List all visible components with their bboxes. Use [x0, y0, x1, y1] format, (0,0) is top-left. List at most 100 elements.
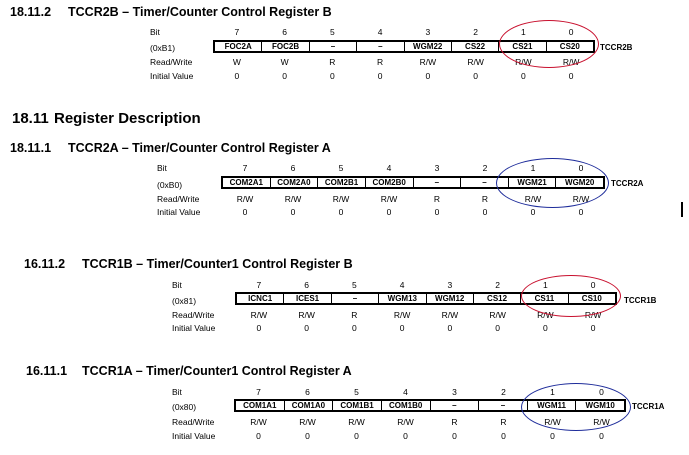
- row-value: 2: [482, 163, 488, 173]
- row-value: 0: [590, 323, 596, 333]
- bit-cell: ICNC1: [237, 294, 285, 303]
- highlight-ellipse-red: [499, 20, 599, 68]
- register-description-heading: 18.11 Register Description: [12, 110, 201, 127]
- bit-cell: FOC2A: [215, 42, 263, 51]
- row-value: 3: [425, 27, 431, 37]
- row-value: R/W: [489, 310, 506, 320]
- row-value: 0: [256, 323, 262, 333]
- row-value: 7: [242, 163, 248, 173]
- row-value: 4: [403, 387, 408, 397]
- row-value: R/W: [299, 417, 316, 427]
- bit-cell: COM1B1: [333, 401, 382, 410]
- row-value: 2: [501, 387, 506, 397]
- row-value: R/W: [348, 417, 365, 427]
- row-value: 0: [501, 431, 506, 441]
- row-value: 0: [599, 431, 604, 441]
- row-value: R: [377, 57, 384, 67]
- address-label: (0x81): [172, 296, 197, 306]
- highlight-ellipse-blue: [521, 383, 631, 431]
- row-value: R: [481, 194, 489, 204]
- read-write-label: Read/Write: [172, 417, 215, 427]
- heading-text: 18.11: [12, 110, 49, 127]
- bit-cell: COM2B0: [366, 178, 414, 187]
- heading-text: Register Description: [54, 110, 201, 127]
- row-value: 4: [386, 163, 392, 173]
- row-value: 0: [550, 431, 555, 441]
- initial-value-row: 0 0 0 0 0 0 0 0: [235, 323, 617, 333]
- bit-cell: –: [414, 178, 462, 187]
- bit-cell: COM2B1: [318, 178, 366, 187]
- address-label: (0x80): [172, 402, 197, 412]
- register-name: TCCR1A: [632, 402, 665, 411]
- initial-value-label: Initial Value: [157, 207, 201, 217]
- row-value: W: [280, 57, 289, 67]
- row-value: 0: [434, 207, 440, 217]
- register-name: TCCR2B: [600, 43, 633, 52]
- highlight-ellipse-blue: [496, 158, 609, 208]
- row-value: R/W: [441, 310, 459, 320]
- bit-cell: ICES1: [284, 294, 332, 303]
- heading-text: TCCR1A – Timer/Counter1 Control Register…: [82, 364, 352, 378]
- bit-cell: –: [332, 294, 380, 303]
- row-value: 0: [338, 207, 344, 217]
- bit-cell: WGM22: [405, 42, 452, 51]
- section-heading-tccr2a: 18.11.1 TCCR2A – Timer/Counter Control Re…: [10, 141, 331, 155]
- row-value: 0: [425, 71, 431, 81]
- address-label: (0xB1): [150, 43, 176, 53]
- row-value: R/W: [236, 194, 254, 204]
- row-value: 7: [256, 387, 261, 397]
- section-heading-tccr2b: 18.11.2 TCCR2B – Timer/Counter Control Re…: [10, 5, 332, 19]
- bit-cell: CS12: [474, 294, 522, 303]
- row-value: 0: [473, 71, 478, 81]
- row-value: 6: [282, 27, 287, 37]
- bit-label: Bit: [157, 163, 167, 173]
- bit-cell: COM1A1: [236, 401, 285, 410]
- row-value: 0: [521, 71, 526, 81]
- bit-cell: CS22: [452, 42, 500, 51]
- row-value: R: [451, 417, 458, 427]
- row-value: R: [329, 57, 336, 67]
- row-value: R/W: [467, 57, 484, 67]
- bit-cell: COM1B0: [382, 401, 431, 410]
- row-value: 4: [377, 27, 383, 37]
- bit-cell: –: [357, 42, 405, 51]
- row-value: 0: [282, 71, 287, 81]
- bit-label: Bit: [172, 280, 182, 290]
- row-value: 2: [495, 280, 500, 290]
- row-value: 0: [377, 71, 383, 81]
- row-value: R/W: [537, 310, 554, 320]
- row-value: R/W: [250, 310, 268, 320]
- row-value: 0: [482, 207, 488, 217]
- initial-value-label: Initial Value: [150, 71, 194, 81]
- row-value: 0: [530, 207, 536, 217]
- row-value: 0: [403, 431, 408, 441]
- row-value: 5: [352, 280, 357, 290]
- row-value: 0: [242, 207, 248, 217]
- bit-cell: –: [310, 42, 358, 51]
- row-value: 5: [330, 27, 335, 37]
- row-value: 0: [578, 207, 584, 217]
- row-value: 0: [330, 71, 335, 81]
- register-name: TCCR2A: [611, 179, 644, 188]
- row-value: 0: [447, 323, 453, 333]
- register-name: TCCR1B: [624, 296, 657, 305]
- initial-value-label: Initial Value: [172, 431, 216, 441]
- bit-cell: COM2A0: [271, 178, 319, 187]
- row-value: 3: [434, 163, 440, 173]
- highlight-ellipse-red: [521, 275, 621, 317]
- row-value: 0: [256, 431, 261, 441]
- bit-cell: WGM13: [379, 294, 427, 303]
- row-value: 6: [305, 387, 310, 397]
- row-value: R: [351, 310, 358, 320]
- row-value: R/W: [380, 194, 398, 204]
- row-value: 0: [452, 431, 457, 441]
- heading-text: 18.11.2: [10, 5, 52, 19]
- row-value: 0: [304, 323, 309, 333]
- row-value: 3: [447, 280, 453, 290]
- heading-text: 16.11.1: [26, 364, 68, 378]
- initial-value-label: Initial Value: [172, 323, 216, 333]
- bit-cell: COM1A0: [285, 401, 334, 410]
- address-label: (0xB0): [157, 180, 183, 190]
- heading-text: 18.11.1: [10, 141, 52, 155]
- row-value: 0: [290, 207, 296, 217]
